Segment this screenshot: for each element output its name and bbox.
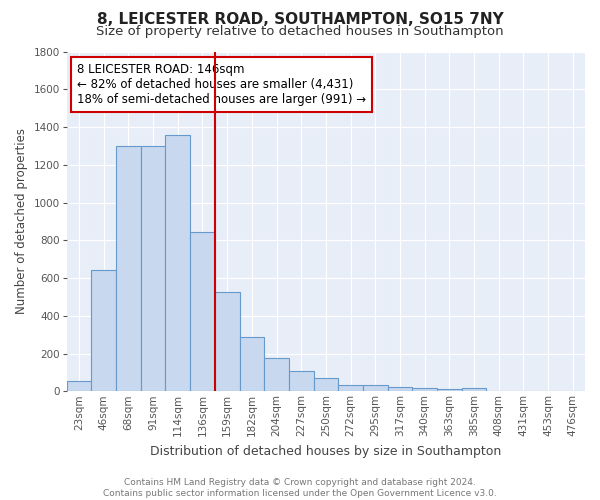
X-axis label: Distribution of detached houses by size in Southampton: Distribution of detached houses by size … [150,444,502,458]
Bar [116,146,141,392]
Bar [215,292,239,392]
Bar [338,384,363,392]
Bar [67,381,91,392]
Bar [388,386,412,392]
Bar [437,390,461,392]
Text: Contains HM Land Registry data © Crown copyright and database right 2024.
Contai: Contains HM Land Registry data © Crown c… [103,478,497,498]
Bar [314,378,338,392]
Text: 8 LEICESTER ROAD: 146sqm
← 82% of detached houses are smaller (4,431)
18% of sem: 8 LEICESTER ROAD: 146sqm ← 82% of detach… [77,64,366,106]
Bar [166,134,190,392]
Y-axis label: Number of detached properties: Number of detached properties [15,128,28,314]
Bar [239,338,264,392]
Bar [190,232,215,392]
Bar [363,384,388,392]
Text: 8, LEICESTER ROAD, SOUTHAMPTON, SO15 7NY: 8, LEICESTER ROAD, SOUTHAMPTON, SO15 7NY [97,12,503,28]
Bar [264,358,289,392]
Bar [412,388,437,392]
Bar [91,270,116,392]
Bar [461,388,486,392]
Text: Size of property relative to detached houses in Southampton: Size of property relative to detached ho… [96,25,504,38]
Bar [141,146,166,392]
Bar [289,370,314,392]
